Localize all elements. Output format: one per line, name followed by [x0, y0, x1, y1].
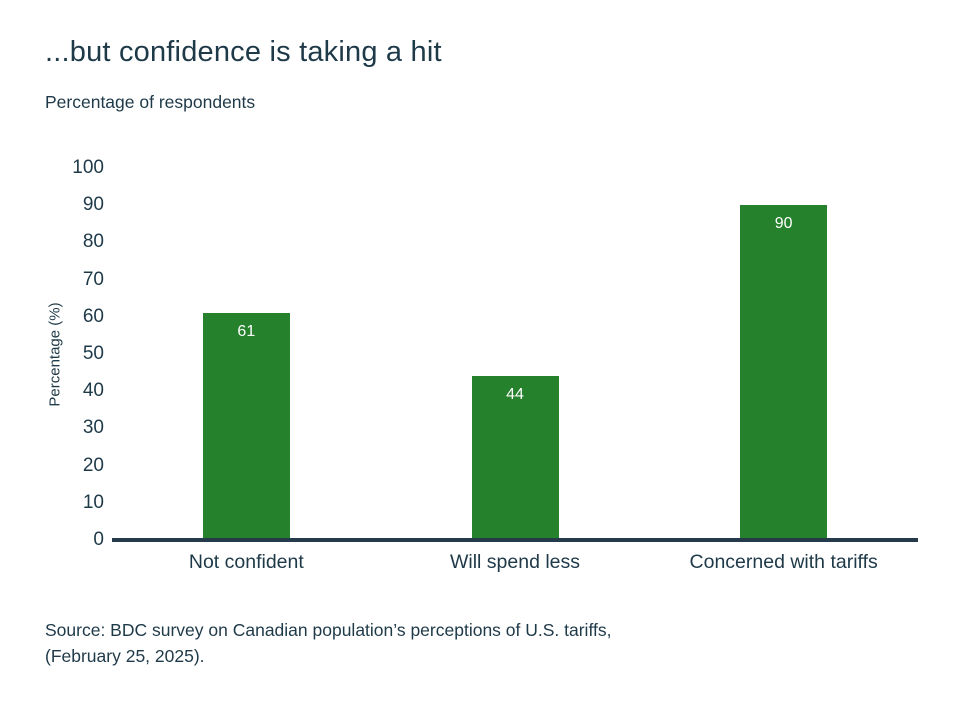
x-tick-label: Concerned with tariffs — [689, 551, 878, 573]
y-tick-label: 30 — [82, 417, 104, 439]
x-axis-line — [112, 538, 918, 542]
y-tick-label: 20 — [82, 454, 104, 476]
y-tick-label: 50 — [82, 343, 104, 364]
y-tick-label: 0 — [93, 529, 104, 550]
source-note: Source: BDC survey on Canadian populatio… — [45, 617, 611, 669]
y-tick-label: 10 — [82, 491, 104, 513]
source-line-1: Source: BDC survey on Canadian populatio… — [45, 620, 612, 640]
chart-title: ...but confidence is taking a hit — [45, 36, 442, 68]
chart-subtitle: Percentage of respondents — [45, 92, 256, 112]
y-tick-label: 70 — [82, 268, 104, 290]
x-tick-label: Will spend less — [449, 551, 581, 573]
bar-value-label: 61 — [237, 323, 256, 341]
y-tick-label: 90 — [82, 194, 104, 216]
bar-value-label: 90 — [774, 215, 793, 233]
bar-value-label: 44 — [506, 386, 524, 404]
y-tick-label: 40 — [82, 380, 104, 402]
y-tick-label: 60 — [82, 305, 104, 327]
y-tick-label: 100 — [72, 157, 104, 178]
source-line-2: (February 25, 2025). — [45, 646, 205, 666]
y-tick-label: 80 — [82, 231, 104, 253]
x-tick-label: Not confident — [188, 551, 304, 573]
bar: 44 — [471, 376, 559, 540]
bar: 61 — [202, 313, 290, 540]
bar: 90 — [740, 205, 828, 540]
